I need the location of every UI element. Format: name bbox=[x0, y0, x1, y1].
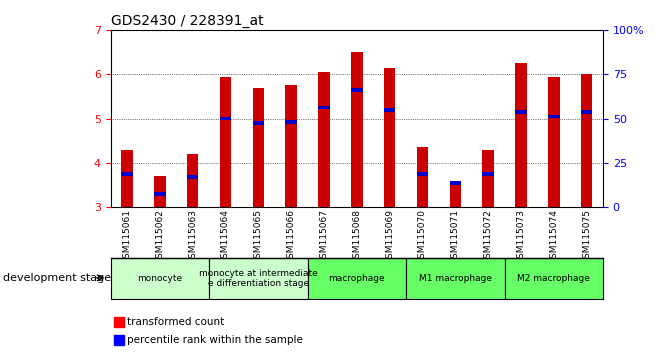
Bar bbox=[220, 76, 231, 207]
Text: monocyte: monocyte bbox=[137, 274, 182, 283]
Bar bbox=[450, 181, 461, 184]
Bar bbox=[417, 172, 428, 176]
Text: development stage: development stage bbox=[3, 273, 111, 283]
Bar bbox=[548, 115, 559, 118]
Bar bbox=[482, 172, 494, 176]
Bar bbox=[417, 147, 428, 207]
Text: GSM115063: GSM115063 bbox=[188, 209, 197, 264]
Bar bbox=[406, 258, 505, 299]
Bar bbox=[253, 88, 264, 207]
Text: GSM115073: GSM115073 bbox=[517, 209, 525, 264]
Text: GSM115075: GSM115075 bbox=[582, 209, 591, 264]
Text: GSM115065: GSM115065 bbox=[254, 209, 263, 264]
Bar bbox=[384, 108, 395, 112]
Text: GSM115067: GSM115067 bbox=[320, 209, 328, 264]
Bar bbox=[318, 106, 330, 109]
Text: GSM115061: GSM115061 bbox=[123, 209, 131, 264]
Bar bbox=[318, 72, 330, 207]
Text: GSM115069: GSM115069 bbox=[385, 209, 394, 264]
Bar bbox=[121, 149, 133, 207]
Bar bbox=[114, 317, 124, 327]
Bar bbox=[187, 175, 198, 179]
Bar bbox=[285, 120, 297, 124]
Text: GSM115071: GSM115071 bbox=[451, 209, 460, 264]
Bar bbox=[351, 52, 362, 207]
Bar bbox=[450, 185, 461, 207]
Bar bbox=[111, 258, 209, 299]
Bar bbox=[253, 121, 264, 125]
Bar bbox=[154, 192, 165, 195]
Bar bbox=[515, 110, 527, 114]
Text: GDS2430 / 228391_at: GDS2430 / 228391_at bbox=[111, 14, 263, 28]
Bar bbox=[114, 335, 124, 345]
Text: GSM115074: GSM115074 bbox=[549, 209, 558, 263]
Text: M1 macrophage: M1 macrophage bbox=[419, 274, 492, 283]
Bar bbox=[515, 63, 527, 207]
Text: macrophage: macrophage bbox=[328, 274, 385, 283]
Text: GSM115066: GSM115066 bbox=[287, 209, 295, 264]
Bar bbox=[351, 88, 362, 92]
Text: transformed count: transformed count bbox=[127, 317, 224, 327]
Text: monocyte at intermediate
e differentiation stage: monocyte at intermediate e differentiati… bbox=[199, 269, 318, 289]
Bar bbox=[482, 149, 494, 207]
Text: GSM115064: GSM115064 bbox=[221, 209, 230, 263]
Bar bbox=[505, 258, 603, 299]
Bar bbox=[209, 258, 308, 299]
Bar bbox=[154, 176, 165, 207]
Bar bbox=[308, 258, 406, 299]
Bar bbox=[581, 74, 592, 207]
Bar bbox=[220, 117, 231, 120]
Text: GSM115070: GSM115070 bbox=[418, 209, 427, 264]
Text: GSM115068: GSM115068 bbox=[352, 209, 361, 264]
Bar bbox=[187, 154, 198, 207]
Text: GSM115062: GSM115062 bbox=[155, 209, 164, 263]
Bar bbox=[581, 110, 592, 114]
Text: GSM115072: GSM115072 bbox=[484, 209, 492, 263]
Bar bbox=[121, 172, 133, 176]
Text: M2 macrophage: M2 macrophage bbox=[517, 274, 590, 283]
Text: percentile rank within the sample: percentile rank within the sample bbox=[127, 335, 303, 345]
Bar bbox=[285, 85, 297, 207]
Bar bbox=[384, 68, 395, 207]
Bar bbox=[548, 76, 559, 207]
